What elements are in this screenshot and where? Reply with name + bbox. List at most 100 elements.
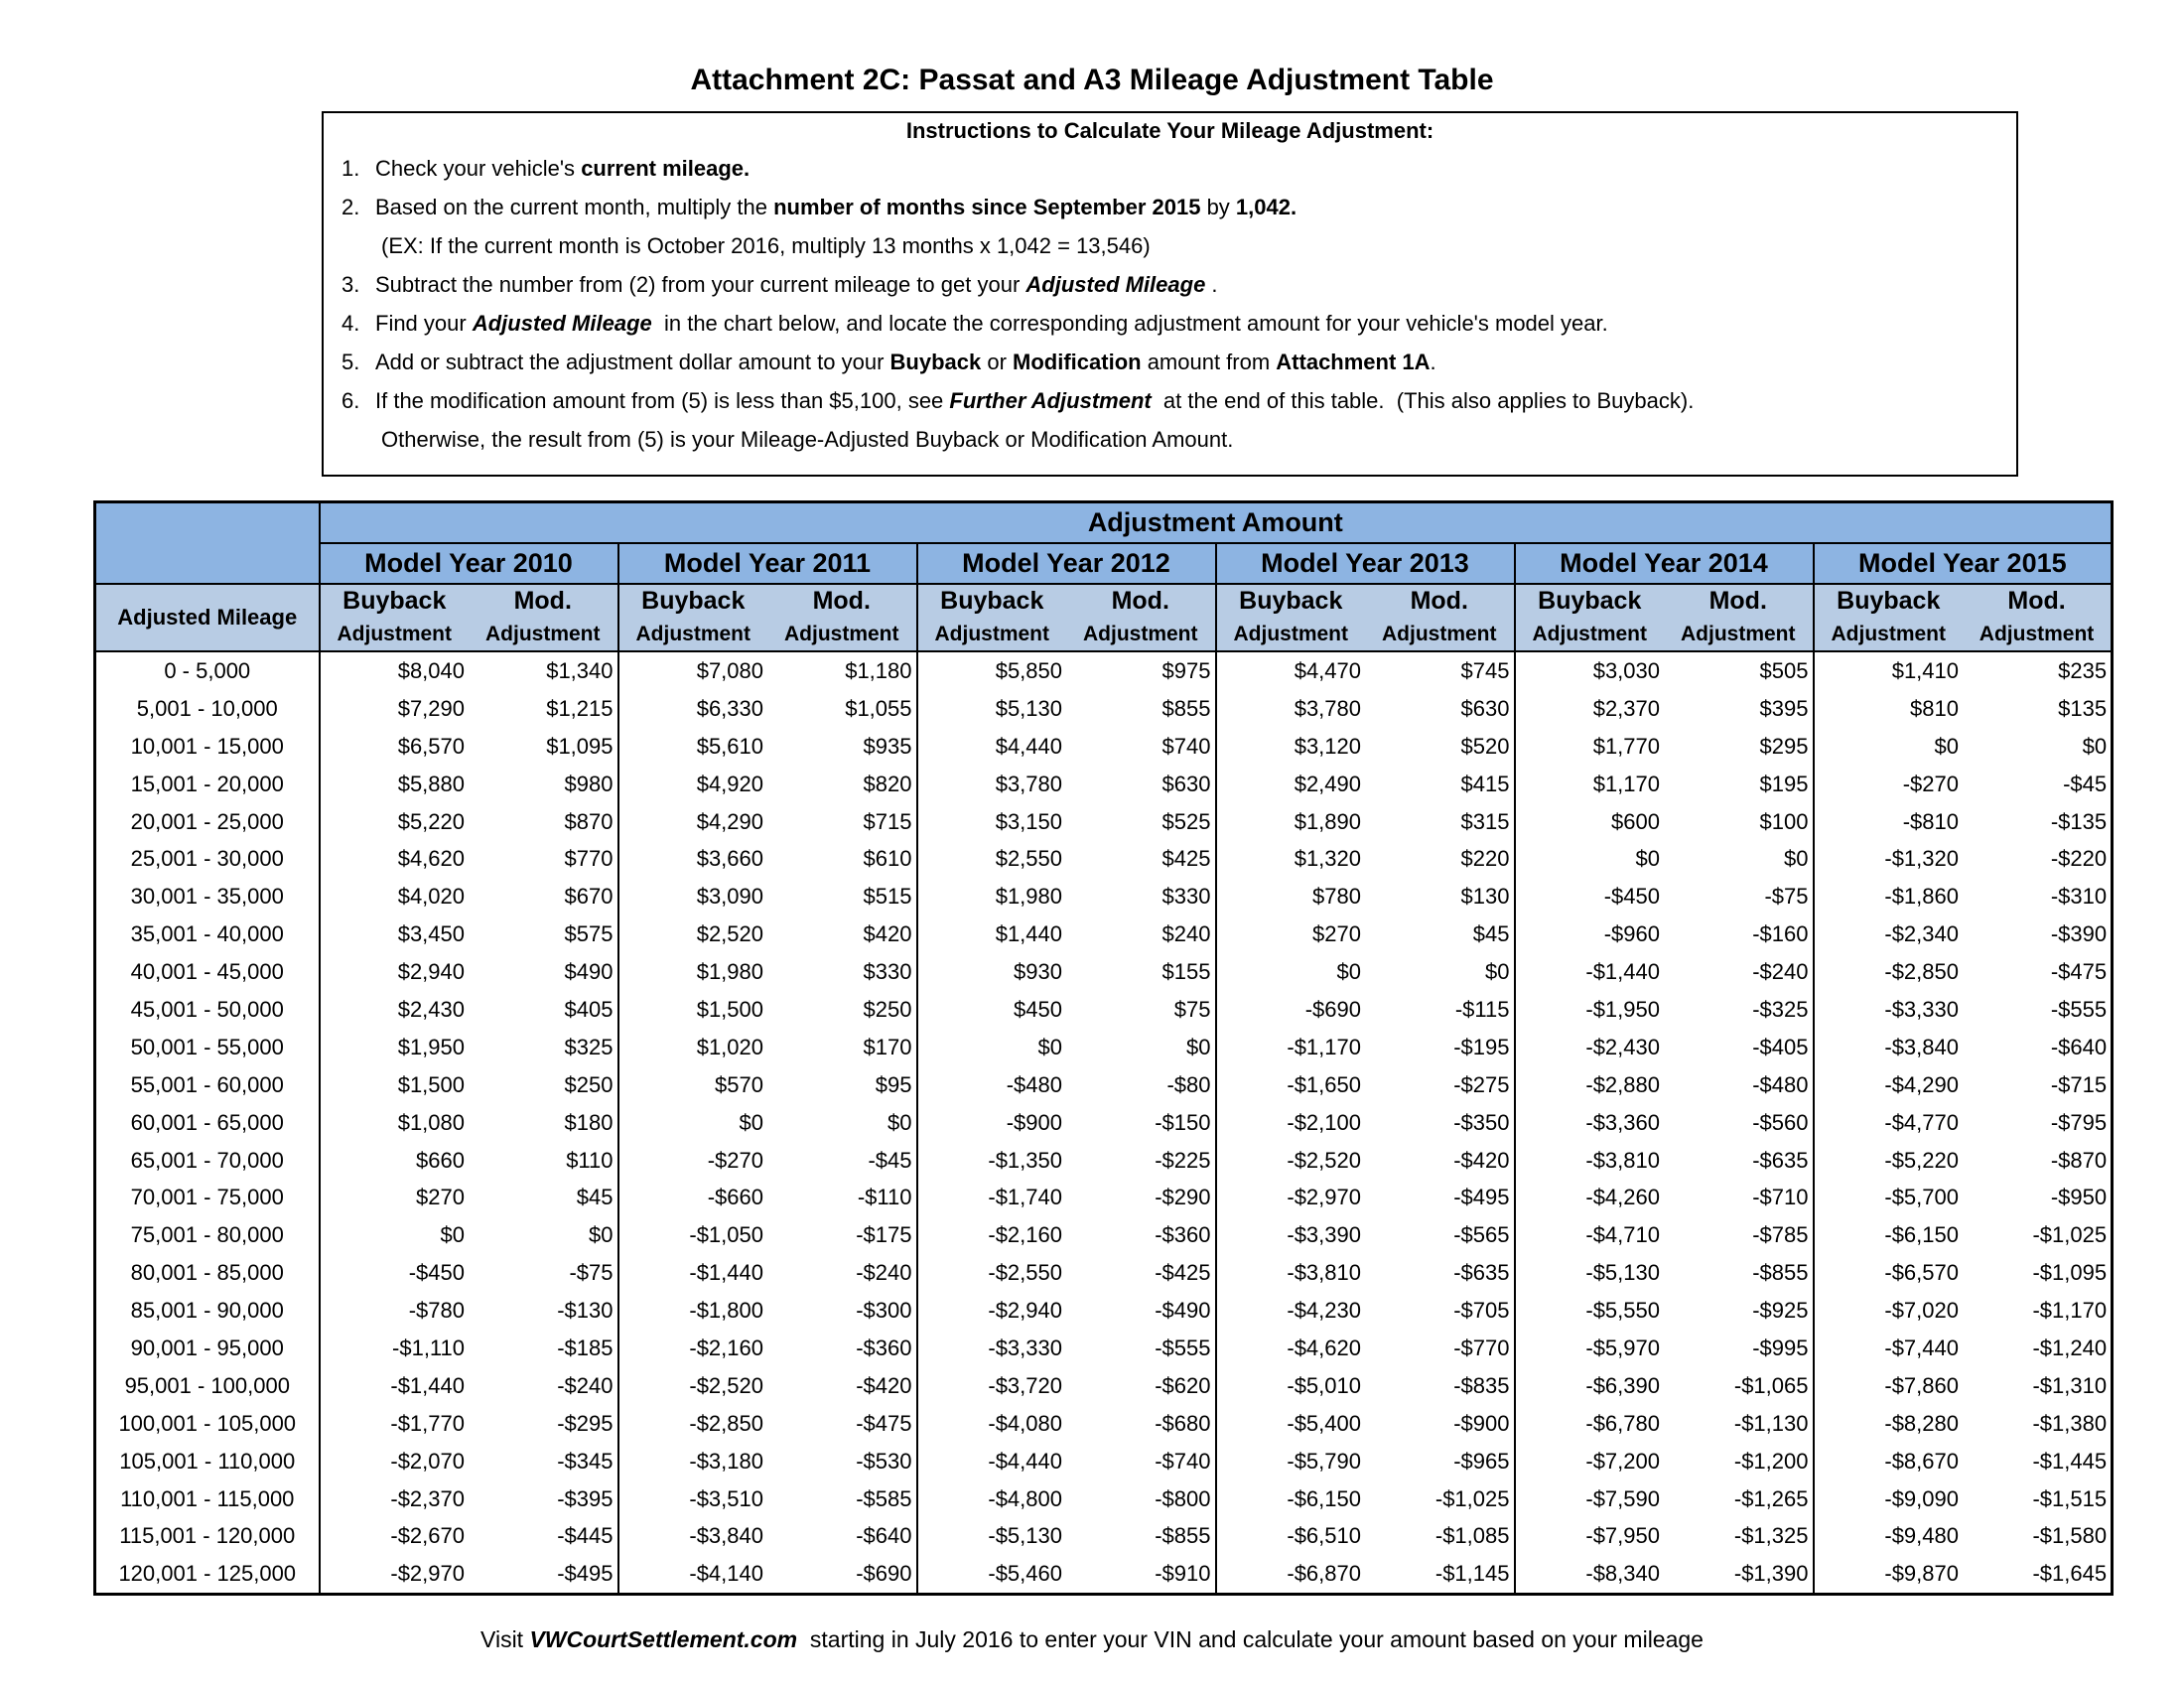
- adjustment-value: $3,150: [995, 808, 1062, 834]
- column-header: Buyback Adjustment: [319, 584, 469, 652]
- adjustment-value: -$7,020: [1884, 1298, 1959, 1324]
- adjustment-value: $780: [1312, 884, 1361, 910]
- data-row: 65,001 - 70,000 $660 $110 -$270 -$45 -$1,350-…: [94, 1141, 2114, 1180]
- model-year: Model Year 2015: [1812, 542, 2114, 585]
- adjustment-value: $240: [1066, 915, 1217, 954]
- adjustment-value: -$150: [1066, 1103, 1217, 1142]
- adjustment-value: -$310: [1963, 878, 2114, 916]
- adjustment-value: $1,215: [469, 689, 619, 728]
- adjustment-value: -$6,390: [1585, 1372, 1660, 1398]
- model-year-row: Model Year 2010 Model Year 2011 Model Year…: [95, 542, 2114, 585]
- adjustment-value: $770: [469, 840, 619, 879]
- adjustment-value: $295: [1664, 727, 1815, 766]
- adjustment-value: -$1,515: [1963, 1479, 2114, 1518]
- adjustment-value: -$450: [1603, 884, 1660, 910]
- column-header-top: Buyback: [940, 587, 1044, 615]
- instruction: 5. Add or subtract the adjustment dollar …: [324, 343, 2016, 381]
- column-header-bottom: Adjustment: [485, 623, 601, 645]
- adjustment-value: -$1,130: [1664, 1404, 1815, 1443]
- mileage-range: 90,001 - 95,000: [94, 1330, 321, 1367]
- mileage-range: 10,001 - 15,000: [94, 727, 321, 766]
- text: .: [1205, 272, 1218, 297]
- model-year: Model Year 2011: [616, 542, 918, 585]
- adjustment-value: $570: [715, 1071, 763, 1097]
- adjustment-value: $3,090: [696, 884, 763, 910]
- data-row: 105,001 - 110,000 -$2,070 -$345 -$3,180 -$53…: [94, 1442, 2114, 1480]
- adjustment-value: -$1,645: [1963, 1555, 2114, 1595]
- adjustment-value: $1,980: [696, 959, 763, 985]
- adjustment-value: -$870: [1963, 1141, 2114, 1180]
- adjustment-value: $740: [1066, 727, 1217, 766]
- model-year: Model Year 2010: [318, 542, 619, 585]
- adjustment-value: -$240: [767, 1254, 918, 1293]
- adjustment-value: $0: [767, 1103, 918, 1142]
- text: by: [1200, 195, 1236, 219]
- text: If the modification amount from (5) is l…: [375, 388, 950, 413]
- adjustment-value: -$910: [1066, 1555, 1217, 1595]
- column-header-top: Mod.: [1708, 587, 1767, 615]
- text: Buyback: [889, 350, 982, 374]
- adjustment-value: $425: [1066, 840, 1217, 879]
- adjustment-value: -$75: [1664, 878, 1815, 916]
- item-number: 4.: [341, 311, 360, 336]
- adjustment-value: -$1,445: [1963, 1442, 2114, 1480]
- adjustment-value: -$855: [1066, 1517, 1217, 1556]
- adjustment-value: -$270: [707, 1147, 763, 1173]
- adjustment-value: -$4,710: [1585, 1222, 1660, 1248]
- adjustment-value: -$560: [1664, 1103, 1815, 1142]
- adjustment-value: -$710: [1664, 1179, 1815, 1217]
- text: Adjusted Mileage: [1025, 272, 1206, 297]
- data-row: 100,001 - 105,000 -$1,770 -$295 -$2,850 -$47…: [94, 1404, 2114, 1443]
- mileage-range: 45,001 - 50,000: [94, 991, 321, 1029]
- data-row: 20,001 - 25,000 $5,220 $870 $4,290 $715 $3,15…: [94, 802, 2114, 841]
- adjustment-value: -$1,380: [1963, 1404, 2114, 1443]
- adjustment-value: -$7,590: [1585, 1485, 1660, 1511]
- adjustment-value: $5,130: [995, 695, 1062, 721]
- adjustment-value: $180: [469, 1103, 619, 1142]
- adjustment-value: $935: [767, 727, 918, 766]
- adjustment-value: -$2,160: [988, 1222, 1062, 1248]
- adjustment-value: $0: [440, 1222, 465, 1248]
- adjustment-value: -$1,025: [1365, 1479, 1516, 1518]
- adjustment-value: -$585: [767, 1479, 918, 1518]
- adjustment-value: $1,410: [1891, 657, 1959, 683]
- model-year: Model Year 2013: [1214, 542, 1516, 585]
- adjustment-value: -$395: [469, 1479, 619, 1518]
- adjustment-value: -$795: [1963, 1103, 2114, 1142]
- adjustment-value: -$770: [1365, 1330, 1516, 1367]
- adjustment-value: $745: [1365, 651, 1516, 690]
- adjustment-value: -$2,550: [988, 1260, 1062, 1286]
- adjustment-value: -$635: [1365, 1254, 1516, 1293]
- adjustment-value: -$110: [767, 1179, 918, 1217]
- adjustment-value: -$1,265: [1664, 1479, 1815, 1518]
- column-header: Buyback Adjustment: [1813, 584, 1963, 652]
- adjustment-value: $130: [1365, 878, 1516, 916]
- adjustment-value: $6,330: [696, 695, 763, 721]
- adjustment-value: -$1,770: [390, 1410, 465, 1436]
- adjustment-value: -$715: [1963, 1065, 2114, 1104]
- adjustment-value: $1,500: [397, 1071, 465, 1097]
- adjustment-value: -$195: [1365, 1028, 1516, 1066]
- column-header-top: Buyback: [342, 587, 447, 615]
- adjustment-value: -$4,800: [988, 1485, 1062, 1511]
- adjustment-value: -$690: [767, 1555, 918, 1595]
- mileage-range: 55,001 - 60,000: [94, 1065, 321, 1104]
- adjustment-value: $2,940: [397, 959, 465, 985]
- text: amount from: [1141, 350, 1277, 374]
- adjustment-value: -$4,440: [988, 1448, 1062, 1474]
- adjustment-value: -$6,780: [1585, 1410, 1660, 1436]
- adjustment-value: -$2,940: [988, 1298, 1062, 1324]
- adjustment-value: -$660: [707, 1185, 763, 1210]
- adjustment-value: $405: [469, 991, 619, 1029]
- adjustment-value: $520: [1365, 727, 1516, 766]
- adjustment-value: -$160: [1664, 915, 1815, 954]
- mileage-range: 60,001 - 65,000: [94, 1103, 321, 1142]
- data-row: 45,001 - 50,000 $2,430 $405 $1,500 $250 $450 $…: [94, 991, 2114, 1029]
- adjustment-value: $490: [469, 953, 619, 992]
- adjustment-value: -$1,440: [390, 1372, 465, 1398]
- adjustment-value: -$325: [1664, 991, 1815, 1029]
- adjustment-value: -$835: [1365, 1366, 1516, 1405]
- data-row: 90,001 - 95,000 -$1,110 -$185 -$2,160 -$360 -…: [94, 1330, 2114, 1367]
- adjustment-value: $2,490: [1294, 771, 1361, 796]
